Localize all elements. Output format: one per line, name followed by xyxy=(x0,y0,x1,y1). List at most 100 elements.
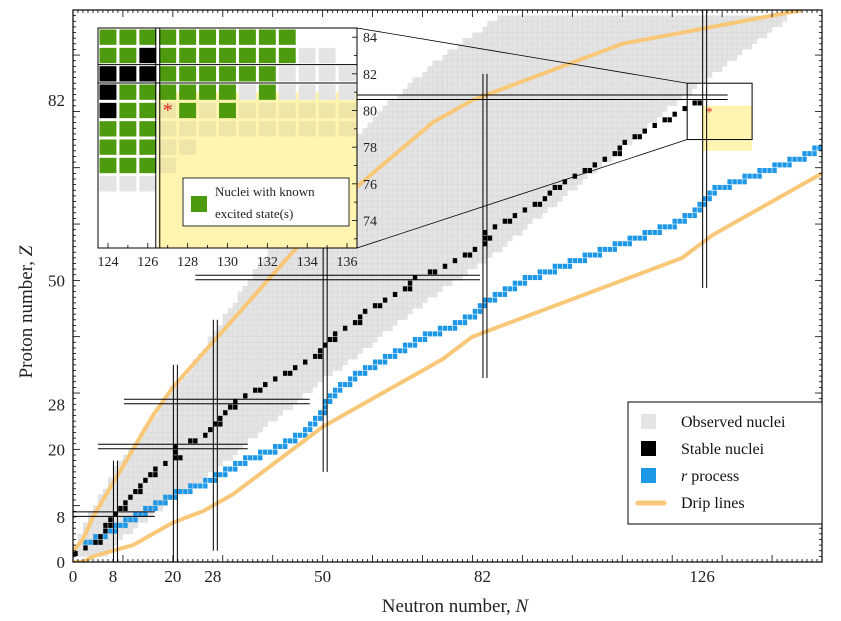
observed-nucleus xyxy=(412,229,418,236)
inset-excited-cell xyxy=(278,29,296,45)
observed-nucleus xyxy=(372,184,378,191)
observed-nucleus xyxy=(142,500,148,506)
observed-nucleus xyxy=(582,60,588,67)
observed-nucleus xyxy=(542,43,548,50)
observed-nucleus xyxy=(512,71,518,78)
observed-nucleus xyxy=(382,105,388,112)
observed-nucleus xyxy=(357,162,363,168)
observed-nucleus xyxy=(372,308,378,315)
observed-nucleus xyxy=(357,336,363,343)
observed-nucleus xyxy=(482,60,488,67)
observed-nucleus xyxy=(107,494,113,501)
observed-nucleus xyxy=(597,26,603,33)
observed-nucleus xyxy=(492,178,498,185)
observed-nucleus xyxy=(667,100,673,106)
observed-nucleus xyxy=(312,319,318,326)
observed-nucleus xyxy=(247,370,253,377)
observed-nucleus xyxy=(252,426,258,433)
r-process-nucleus xyxy=(253,455,258,461)
observed-nucleus xyxy=(542,201,548,208)
observed-nucleus xyxy=(242,432,248,439)
observed-nucleus xyxy=(597,15,603,22)
observed-nucleus xyxy=(452,150,458,157)
inset-y-tick-label: 78 xyxy=(363,141,377,156)
observed-nucleus xyxy=(272,302,278,309)
r-process-nucleus xyxy=(407,342,413,348)
observed-nucleus xyxy=(477,77,483,84)
observed-nucleus xyxy=(567,88,573,95)
r-process-nucleus xyxy=(387,353,393,359)
observed-nucleus xyxy=(252,269,258,275)
observed-nucleus xyxy=(247,404,253,410)
observed-nucleus xyxy=(572,139,578,146)
observed-nucleus xyxy=(612,21,618,27)
observed-nucleus xyxy=(547,122,553,129)
observed-nucleus xyxy=(237,325,243,332)
observed-nucleus xyxy=(597,43,603,50)
observed-nucleus xyxy=(492,21,498,27)
stable-nucleus xyxy=(218,415,223,421)
observed-nucleus xyxy=(487,66,493,72)
observed-nucleus xyxy=(492,133,498,140)
stable-nucleus xyxy=(148,472,153,478)
observed-nucleus xyxy=(437,105,443,112)
r-process-nucleus xyxy=(782,162,787,168)
observed-nucleus xyxy=(497,117,503,123)
observed-nucleus xyxy=(127,477,133,484)
observed-nucleus xyxy=(692,15,698,22)
observed-nucleus xyxy=(637,111,643,118)
observed-nucleus xyxy=(472,167,478,174)
observed-nucleus xyxy=(217,449,223,455)
observed-nucleus xyxy=(447,240,453,247)
observed-nucleus xyxy=(417,297,423,303)
observed-nucleus xyxy=(457,235,463,241)
observed-nucleus xyxy=(607,111,613,118)
observed-nucleus xyxy=(377,218,383,225)
observed-nucleus xyxy=(677,38,683,44)
observed-nucleus xyxy=(522,111,528,118)
observed-nucleus xyxy=(602,139,608,146)
observed-nucleus xyxy=(487,55,493,61)
observed-nucleus xyxy=(432,195,438,202)
stable-nucleus xyxy=(263,382,268,388)
observed-nucleus xyxy=(362,139,368,146)
observed-nucleus xyxy=(327,291,333,298)
observed-nucleus xyxy=(607,133,613,140)
observed-nucleus xyxy=(637,15,643,22)
observed-nucleus xyxy=(367,246,373,253)
observed-nucleus xyxy=(552,139,558,146)
observed-nucleus xyxy=(262,421,268,427)
observed-nucleus xyxy=(462,218,468,225)
observed-nucleus xyxy=(357,308,363,315)
observed-nucleus xyxy=(672,100,678,106)
observed-nucleus xyxy=(452,145,458,151)
observed-nucleus xyxy=(512,55,518,61)
observed-nucleus xyxy=(387,224,393,230)
observed-nucleus xyxy=(232,302,238,309)
observed-nucleus xyxy=(422,162,428,168)
stable-nucleus xyxy=(662,117,667,123)
observed-nucleus xyxy=(632,15,638,22)
observed-nucleus xyxy=(662,105,668,112)
observed-nucleus xyxy=(737,49,743,56)
observed-nucleus xyxy=(597,71,603,78)
observed-nucleus xyxy=(247,393,253,399)
observed-nucleus xyxy=(502,150,508,157)
observed-nucleus xyxy=(187,460,193,467)
observed-nucleus xyxy=(162,432,168,439)
observed-nucleus xyxy=(392,218,398,225)
observed-nucleus xyxy=(537,139,543,146)
observed-nucleus xyxy=(452,184,458,191)
stable-nucleus xyxy=(103,522,108,528)
observed-nucleus xyxy=(262,263,268,270)
observed-nucleus xyxy=(317,263,323,270)
observed-nucleus xyxy=(667,83,673,89)
observed-nucleus xyxy=(382,139,388,146)
stable-nucleus xyxy=(532,201,538,207)
observed-nucleus xyxy=(537,133,543,140)
observed-nucleus xyxy=(547,77,553,84)
observed-nucleus xyxy=(492,38,498,44)
observed-nucleus xyxy=(102,539,108,546)
observed-nucleus xyxy=(372,139,378,146)
r-process-nucleus xyxy=(652,229,657,236)
